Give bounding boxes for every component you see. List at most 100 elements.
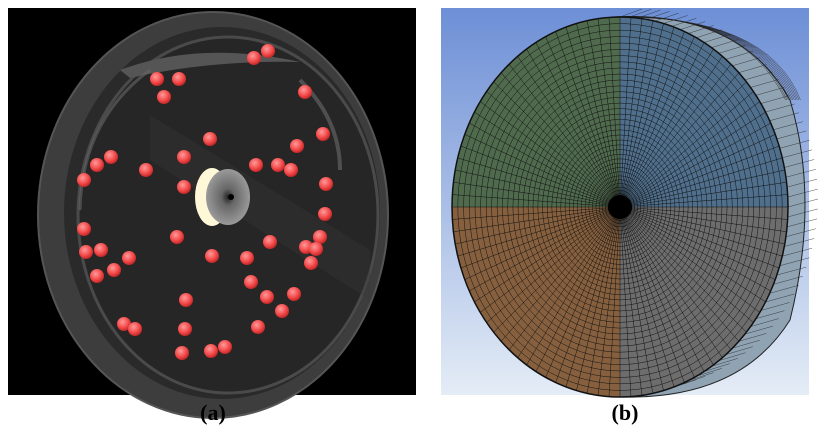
mesh-line xyxy=(619,206,715,367)
mesh-line xyxy=(480,49,760,365)
mesh-line xyxy=(522,97,718,317)
mesh-line xyxy=(619,100,762,208)
mesh-line xyxy=(619,206,643,397)
particle xyxy=(260,290,274,304)
mesh-line xyxy=(755,87,785,96)
mesh-line xyxy=(507,79,733,335)
face-edge xyxy=(451,16,789,398)
mesh-line xyxy=(619,194,788,208)
mesh-line xyxy=(544,206,621,380)
panel-a xyxy=(8,8,416,419)
mesh-line xyxy=(619,206,773,293)
mesh-line xyxy=(605,190,635,224)
particle xyxy=(117,317,131,331)
mesh-line xyxy=(782,247,813,257)
mesh-line xyxy=(551,129,689,285)
particle xyxy=(77,173,91,187)
mesh-line xyxy=(619,18,654,208)
mesh-line xyxy=(765,293,795,303)
mesh-line xyxy=(750,318,779,327)
particle xyxy=(290,139,304,153)
mesh-line xyxy=(784,159,815,168)
particle xyxy=(261,44,275,58)
mesh-line xyxy=(773,121,803,130)
mesh-line xyxy=(619,206,756,325)
mesh-line xyxy=(516,206,621,360)
mesh-line xyxy=(619,40,706,208)
mesh-line xyxy=(619,34,696,208)
mesh-line xyxy=(492,80,621,208)
mesh-line xyxy=(532,108,708,306)
particle xyxy=(150,72,164,86)
mesh-line xyxy=(462,133,621,208)
mesh-line xyxy=(769,285,799,294)
particle xyxy=(316,127,330,141)
particle xyxy=(271,158,285,172)
panel-label: (b) xyxy=(612,400,639,425)
mesh-line xyxy=(646,11,670,20)
mesh-line xyxy=(619,157,785,208)
particle xyxy=(319,177,333,191)
mesh-line xyxy=(619,206,696,380)
mesh-line xyxy=(711,358,738,367)
particle xyxy=(178,322,192,336)
mesh-line xyxy=(516,54,621,208)
mesh-line xyxy=(575,21,621,208)
mesh-line xyxy=(779,257,810,266)
mesh-line xyxy=(619,206,748,334)
mesh-line xyxy=(784,238,815,247)
mesh-line xyxy=(478,100,621,208)
particle xyxy=(249,158,263,172)
mesh-line xyxy=(769,112,799,121)
mesh-line xyxy=(619,17,643,208)
mesh-line xyxy=(527,102,713,312)
mesh-line xyxy=(537,113,703,301)
mesh-line xyxy=(584,167,656,247)
particle xyxy=(251,320,265,334)
mesh-line xyxy=(619,47,715,208)
mesh-line xyxy=(619,145,782,208)
particle xyxy=(275,304,289,318)
mesh-line xyxy=(619,8,643,18)
mesh-line xyxy=(608,17,621,208)
mesh-line xyxy=(619,206,785,257)
mesh-line xyxy=(619,206,733,352)
mesh-line xyxy=(469,36,771,378)
mesh-line xyxy=(569,149,671,265)
particle xyxy=(298,85,312,99)
mesh-line xyxy=(711,39,738,48)
mesh-line xyxy=(597,206,621,397)
mesh-line xyxy=(619,206,632,397)
mesh-line xyxy=(619,62,733,208)
mesh-line xyxy=(765,103,795,113)
mesh-line xyxy=(512,85,728,329)
face-mesh xyxy=(452,17,788,397)
mesh-line xyxy=(738,64,767,73)
particle xyxy=(94,243,108,257)
mesh-line xyxy=(474,42,766,372)
mesh-line xyxy=(502,73,738,341)
particle xyxy=(284,163,298,177)
particle xyxy=(128,322,142,336)
mesh-line xyxy=(455,157,621,208)
mesh-line xyxy=(457,23,783,391)
particle xyxy=(247,51,261,65)
mesh-line xyxy=(565,25,621,208)
particle xyxy=(107,263,121,277)
particle xyxy=(175,346,189,360)
mesh-line xyxy=(696,29,722,38)
mesh-line xyxy=(718,45,746,54)
particle xyxy=(177,180,191,194)
mesh-line xyxy=(619,29,686,208)
particle xyxy=(79,245,93,259)
mesh-line xyxy=(547,124,693,290)
mesh-line xyxy=(619,89,756,208)
particle xyxy=(170,230,184,244)
mesh-line xyxy=(491,61,749,353)
mesh-line xyxy=(619,206,787,245)
mesh-line xyxy=(458,145,621,208)
particle xyxy=(172,72,186,86)
mesh-line xyxy=(696,368,722,377)
mesh-line xyxy=(619,206,654,396)
mesh-line xyxy=(586,206,621,396)
